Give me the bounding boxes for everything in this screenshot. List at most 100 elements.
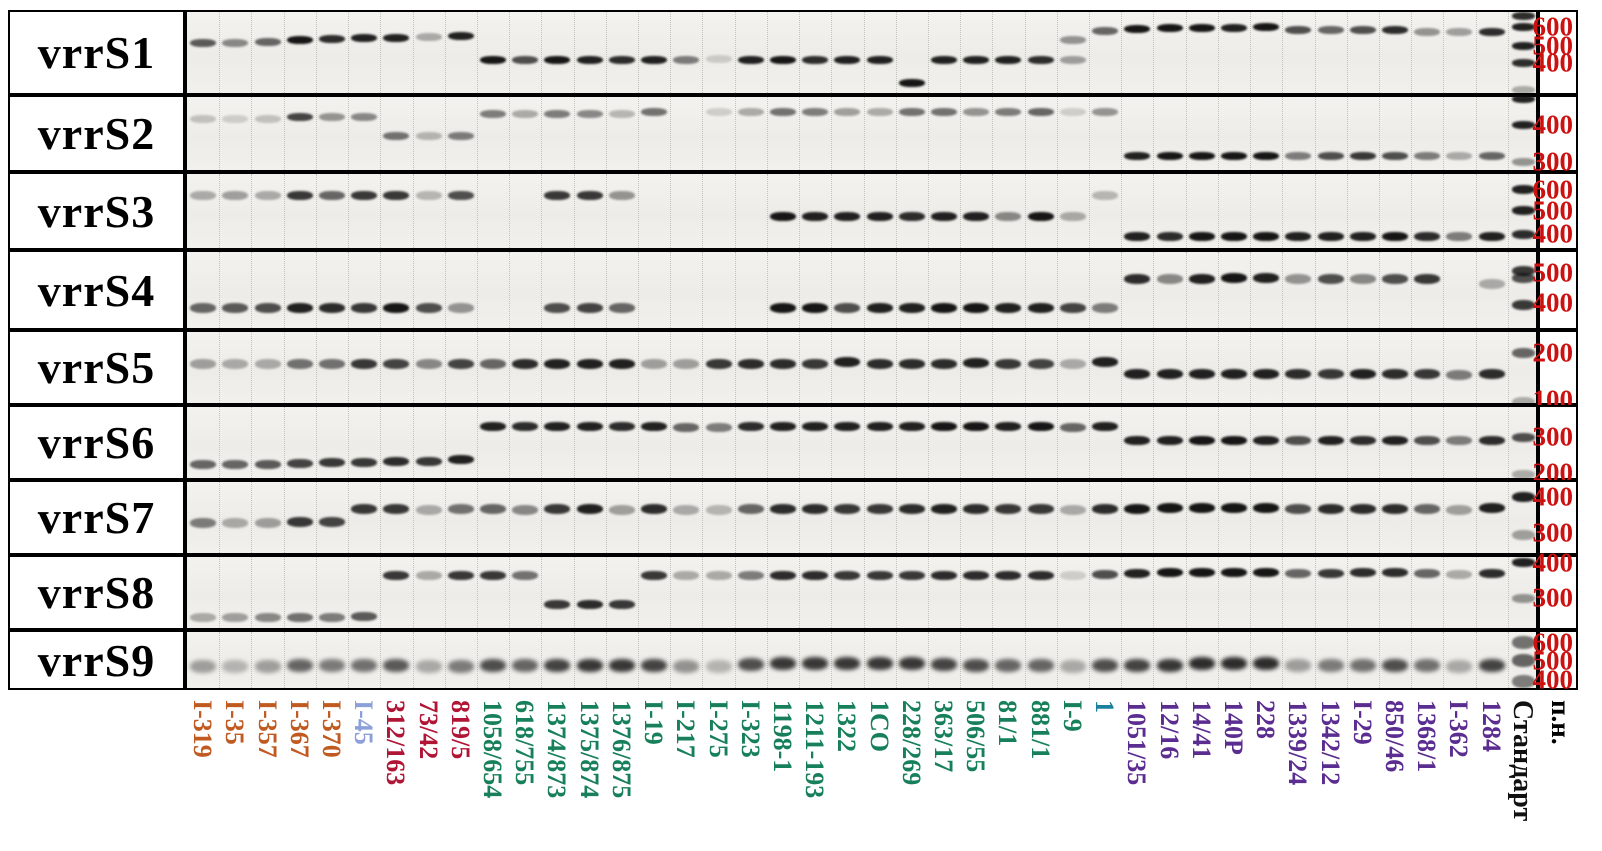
lane-label-1376/875: 1376/875: [606, 700, 636, 799]
units-label: п.н.: [1546, 700, 1576, 745]
gel-band: [254, 37, 281, 46]
lane-separator: [734, 407, 736, 478]
gel-band: [705, 422, 732, 432]
marker-size-label: 600: [1532, 11, 1574, 42]
gel-band: [1317, 504, 1344, 514]
gel-band: [1349, 504, 1376, 514]
gel-band: [190, 612, 217, 622]
gel-band: [351, 113, 378, 122]
lane-separator: [895, 332, 897, 403]
gel-band: [1512, 12, 1536, 21]
lane-separator: [1507, 407, 1509, 478]
lane-separator: [509, 174, 511, 248]
lane-separator: [1346, 482, 1348, 553]
gel-band: [1059, 504, 1086, 515]
lane-separator: [251, 12, 253, 93]
lane-separator: [219, 557, 221, 628]
lane-separator: [1475, 632, 1477, 688]
lane-separator: [444, 557, 446, 628]
lane-separator: [380, 252, 382, 328]
gel-band: [898, 504, 925, 514]
lane-separator: [1314, 332, 1316, 403]
gel-band: [1512, 59, 1536, 67]
lane-label-881/1: 881/1: [1025, 700, 1055, 760]
lane-separator: [412, 332, 414, 403]
gel-band: [1059, 422, 1086, 432]
lane-label-I-275: I-275: [703, 700, 733, 758]
gel-band: [963, 108, 990, 117]
lane-separator: [251, 407, 253, 478]
gel-band: [1156, 24, 1183, 33]
lane-separator: [444, 252, 446, 328]
gel-band: [1512, 23, 1536, 32]
lane-separator: [1443, 482, 1445, 553]
marker-cell-vrrS7: 400 300: [1533, 480, 1578, 555]
gel-band: [1027, 211, 1054, 221]
lane-separator: [1346, 557, 1348, 628]
lane-separator: [348, 97, 350, 170]
gel-band: [318, 516, 345, 527]
lane-separator: [863, 557, 865, 628]
gel-band: [641, 422, 668, 431]
gel-band: [608, 504, 635, 515]
lane-label-1375/874: 1375/874: [574, 700, 604, 799]
lane-separator: [1185, 482, 1187, 553]
gel-band: [1414, 504, 1441, 514]
gel-band: [866, 108, 893, 117]
gel-band: [415, 131, 442, 140]
gel-band: [1512, 206, 1536, 216]
lane-separator: [1250, 632, 1252, 688]
lane-separator: [992, 407, 994, 478]
gel-band: [834, 570, 861, 580]
lane-separator: [1217, 97, 1219, 170]
lane-separator: [1314, 12, 1316, 93]
gel-band: [769, 570, 796, 580]
gel-band: [1414, 274, 1441, 285]
gel-band: [576, 303, 603, 313]
lane-separator: [1443, 632, 1445, 688]
lane-separator: [670, 632, 672, 688]
lane-separator: [960, 332, 962, 403]
gel-band: [1512, 42, 1536, 50]
gel-band: [480, 422, 507, 431]
lane-separator: [573, 332, 575, 403]
gel-band: [995, 658, 1022, 672]
lane-separator: [1089, 332, 1090, 403]
lane-separator: [476, 174, 478, 248]
gel-band: [608, 658, 635, 672]
lane-separator: [1024, 407, 1026, 478]
gel-band: [1478, 231, 1505, 241]
lane-separator: [927, 482, 929, 553]
lane-label-I-9: I-9: [1057, 700, 1087, 732]
lane-separator: [1089, 407, 1090, 478]
lane-separator: [1056, 332, 1058, 403]
lane-separator: [444, 12, 446, 93]
gel-band: [898, 422, 925, 431]
lane-separator: [348, 332, 350, 403]
lane-separator: [831, 407, 833, 478]
gel-band: [383, 303, 410, 313]
lane-separator: [702, 12, 704, 93]
lane-separator: [1250, 407, 1252, 478]
lane-separator: [1217, 482, 1219, 553]
gel-band: [673, 359, 700, 370]
lane-separator: [541, 557, 543, 628]
gel-band: [963, 570, 990, 580]
gel-band: [1253, 657, 1280, 671]
gel-band: [383, 190, 410, 200]
gel-band: [737, 55, 764, 64]
lane-separator: [1121, 12, 1123, 93]
lane-label-1374/873: 1374/873: [542, 700, 572, 799]
lane-separator: [1346, 252, 1348, 328]
lane-separator: [1314, 407, 1316, 478]
gel-band: [512, 422, 539, 431]
gel-band: [1253, 503, 1280, 514]
marker-cell-vrrS9: 600 500 400: [1533, 629, 1578, 693]
lane-separator: [476, 557, 478, 628]
gel-band: [995, 358, 1022, 369]
gel-panel-vrrS2: [185, 95, 1538, 172]
gel-band: [834, 357, 861, 367]
lane-separator: [251, 482, 253, 553]
gel-band: [254, 459, 281, 469]
gel-band: [1446, 27, 1473, 36]
